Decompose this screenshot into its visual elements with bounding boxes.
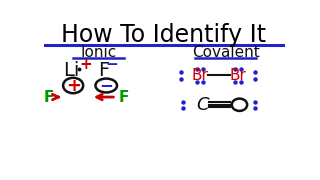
Text: C: C	[196, 96, 209, 114]
Text: +: +	[79, 57, 92, 72]
Text: Br: Br	[229, 68, 246, 83]
Text: Li: Li	[63, 61, 80, 80]
Text: −: −	[99, 76, 113, 94]
Text: Ionic: Ionic	[80, 45, 117, 60]
Text: F: F	[98, 61, 109, 80]
Text: Br: Br	[192, 68, 209, 83]
Text: How To Identify It: How To Identify It	[61, 23, 267, 48]
Text: +: +	[66, 76, 81, 94]
Text: Covalent: Covalent	[192, 45, 260, 60]
Text: F: F	[119, 90, 129, 105]
Text: F: F	[43, 90, 54, 105]
Text: −: −	[105, 57, 118, 72]
